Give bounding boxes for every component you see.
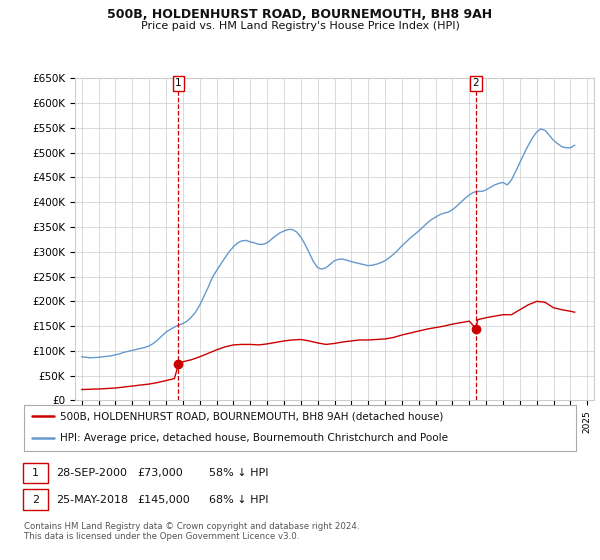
- Text: 25-MAY-2018: 25-MAY-2018: [56, 494, 128, 505]
- Text: £145,000: £145,000: [137, 494, 190, 505]
- Text: Price paid vs. HM Land Registry's House Price Index (HPI): Price paid vs. HM Land Registry's House …: [140, 21, 460, 31]
- Text: 500B, HOLDENHURST ROAD, BOURNEMOUTH, BH8 9AH: 500B, HOLDENHURST ROAD, BOURNEMOUTH, BH8…: [107, 8, 493, 21]
- Text: 28-SEP-2000: 28-SEP-2000: [56, 468, 127, 478]
- Text: 2: 2: [32, 494, 39, 505]
- Text: 1: 1: [175, 78, 182, 88]
- Text: 1: 1: [32, 468, 39, 478]
- Text: 500B, HOLDENHURST ROAD, BOURNEMOUTH, BH8 9AH (detached house): 500B, HOLDENHURST ROAD, BOURNEMOUTH, BH8…: [60, 412, 443, 421]
- Text: HPI: Average price, detached house, Bournemouth Christchurch and Poole: HPI: Average price, detached house, Bour…: [60, 433, 448, 443]
- Text: £73,000: £73,000: [137, 468, 182, 478]
- Text: 2: 2: [473, 78, 479, 88]
- Text: 68% ↓ HPI: 68% ↓ HPI: [209, 494, 268, 505]
- Text: 58% ↓ HPI: 58% ↓ HPI: [209, 468, 268, 478]
- Text: Contains HM Land Registry data © Crown copyright and database right 2024.
This d: Contains HM Land Registry data © Crown c…: [24, 522, 359, 542]
